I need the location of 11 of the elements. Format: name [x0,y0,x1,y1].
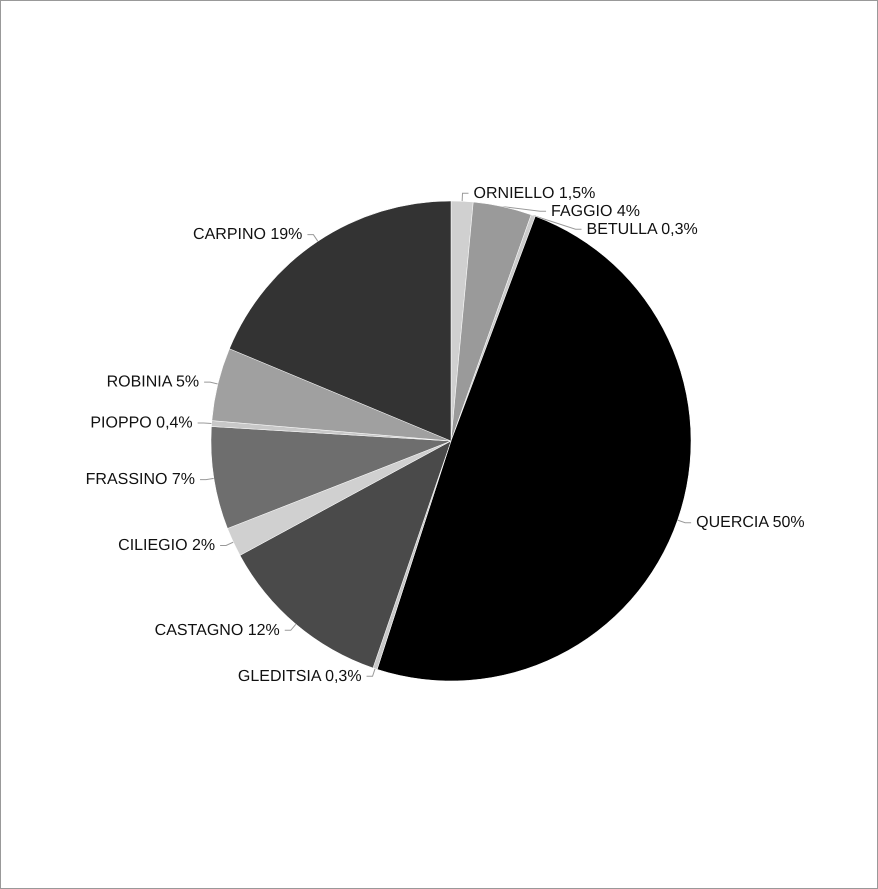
slice-label: FAGGIO 4% [551,202,640,220]
slice-label: CASTAGNO 12% [154,622,280,639]
slice-label: CARPINO 19% [193,226,302,244]
slice-label: ORNIELLO 1,5% [474,184,596,202]
slice-label: ROBINIA 5% [106,374,200,391]
slice-label: QUERCIA 50% [696,514,805,532]
slice-label: BETULLA 0,3% [586,220,698,238]
slice-label: CILIEGIO 2% [118,536,216,554]
slice-label: PIOPPO 0,4% [90,414,193,432]
slice-label: GLEDITSIA 0,3% [238,668,362,685]
slice-label: FRASSINO 7% [86,471,196,488]
